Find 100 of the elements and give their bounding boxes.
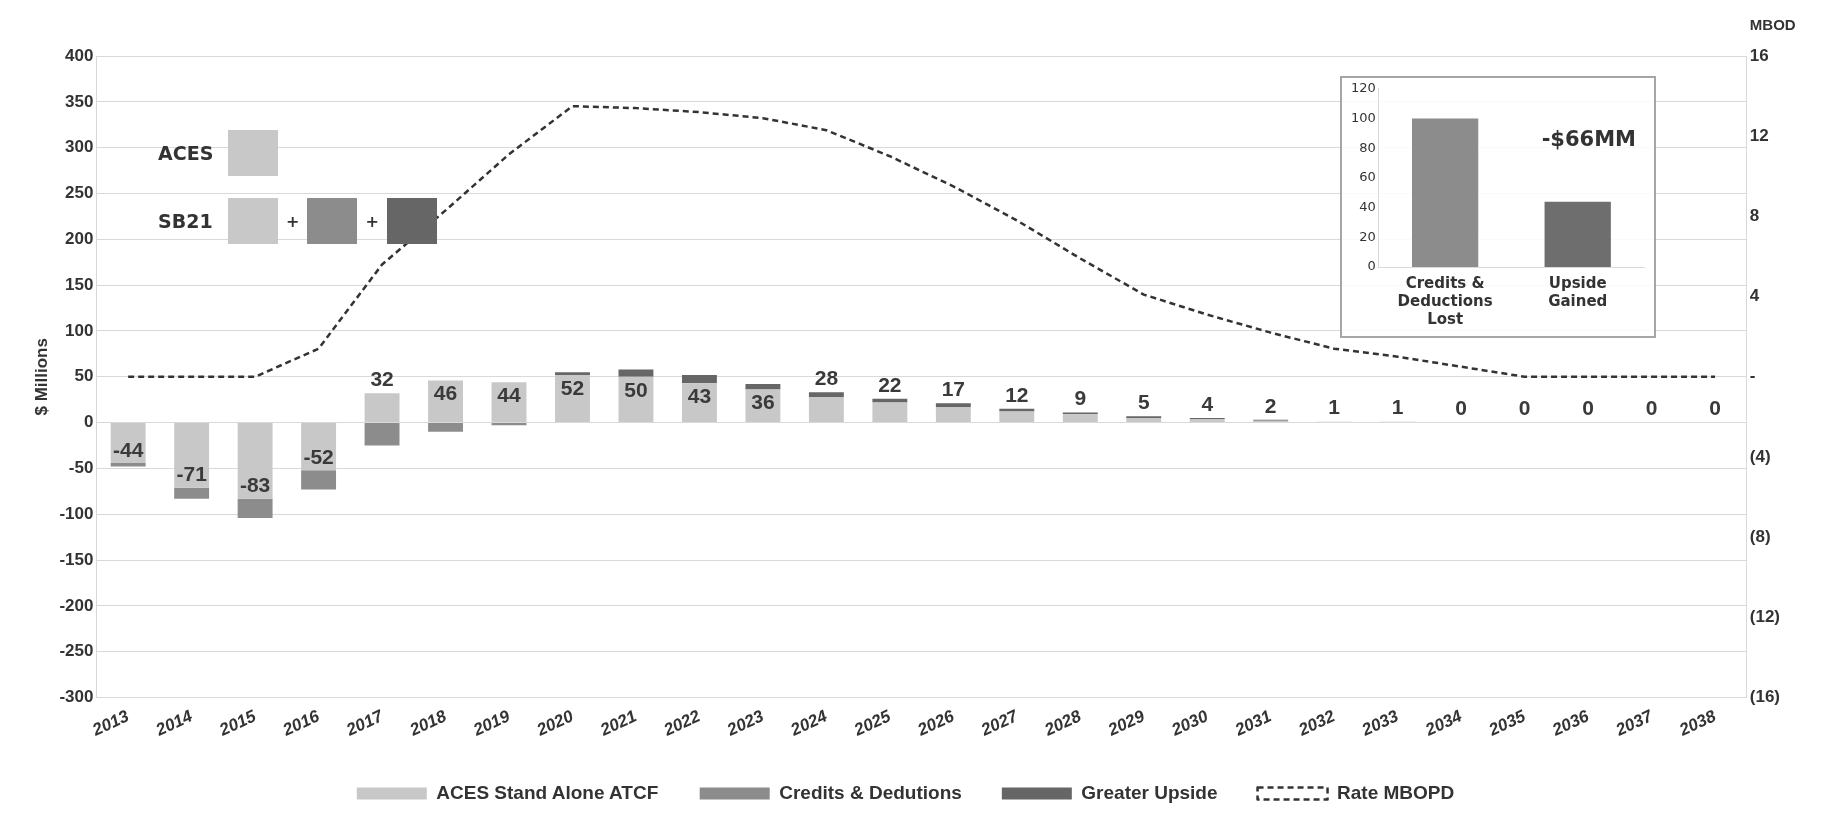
data-label: 44 xyxy=(497,383,522,407)
bar xyxy=(935,407,971,423)
bar xyxy=(301,470,337,490)
data-label: 0 xyxy=(1709,396,1721,420)
y-tick-label: 40 xyxy=(1359,198,1376,214)
y-tick-label: 60 xyxy=(1359,169,1376,185)
x-tick-label: 2035 xyxy=(1485,706,1529,741)
y-tick-label: 350 xyxy=(65,91,94,111)
x-tick-label: 2026 xyxy=(913,706,958,741)
x-tick-label: 2015 xyxy=(215,706,260,741)
x-tick-label: 2025 xyxy=(850,706,895,741)
legend-label: ACES Stand Alone ATCF xyxy=(436,781,659,803)
data-label: 22 xyxy=(878,372,902,396)
x-tick-label: 2033 xyxy=(1358,706,1402,741)
legend-label: Credits & Dedutions xyxy=(779,781,962,803)
x-tick-label: 2029 xyxy=(1104,706,1148,741)
bar xyxy=(237,498,273,518)
y-tick-label: 0 xyxy=(1367,258,1376,274)
bar xyxy=(364,393,400,423)
annotation: -$66MM xyxy=(1541,127,1636,152)
y-axis-title: $ Millions xyxy=(31,338,51,416)
data-label: 4 xyxy=(1201,391,1214,415)
y2-tick-label: (8) xyxy=(1749,526,1771,546)
x-tick-label: 2018 xyxy=(405,706,450,741)
y2-tick-label: 16 xyxy=(1749,45,1769,65)
y2-tick-label: (12) xyxy=(1749,607,1780,627)
bar xyxy=(110,462,146,467)
data-label: 46 xyxy=(433,381,458,405)
y-tick-label: 300 xyxy=(65,137,94,157)
y-tick-label: 120 xyxy=(1350,80,1376,96)
data-label: 0 xyxy=(1645,396,1658,420)
data-label: -83 xyxy=(239,473,271,497)
bar xyxy=(237,423,273,499)
y-tick-label: -250 xyxy=(59,641,94,661)
x-tick-label: Upside Gained xyxy=(1548,273,1608,310)
y-tick-label: -200 xyxy=(59,595,94,615)
x-tick-label: 2022 xyxy=(659,706,704,741)
y-tick-label: -100 xyxy=(59,503,94,523)
legend-label: Greater Upside xyxy=(1081,781,1218,803)
y-tick-label: 80 xyxy=(1359,139,1376,155)
y2-axis-title: MBOD xyxy=(1749,16,1796,34)
data-label: 12 xyxy=(1005,382,1029,406)
data-label: 36 xyxy=(751,390,775,414)
y-tick-label: 100 xyxy=(65,320,94,340)
y2-tick-label: 12 xyxy=(1749,125,1769,145)
y2-tick-label: 4 xyxy=(1749,286,1760,306)
x-tick-label: 2036 xyxy=(1548,706,1593,741)
bar xyxy=(808,396,844,423)
annotation: ACES xyxy=(158,142,215,164)
y2-tick-label: - xyxy=(1749,366,1756,386)
x-tick-label: 2024 xyxy=(786,706,831,741)
y-tick-label: 20 xyxy=(1359,228,1376,244)
y2-tick-label: (16) xyxy=(1749,687,1780,707)
data-label: 0 xyxy=(1518,396,1531,420)
y-tick-label: -300 xyxy=(59,687,94,707)
bar xyxy=(428,423,463,432)
x-tick-label: 2037 xyxy=(1612,705,1657,741)
y-tick-label: 250 xyxy=(65,183,94,203)
data-label: 1 xyxy=(1328,395,1341,419)
bar xyxy=(1062,414,1098,423)
data-label: 2 xyxy=(1264,393,1277,417)
x-tick-label: 2019 xyxy=(469,706,514,741)
data-label: 5 xyxy=(1137,389,1150,413)
bar xyxy=(555,372,590,375)
data-label: 1 xyxy=(1391,395,1404,419)
x-tick-label: 2027 xyxy=(977,705,1022,741)
x-tick-label: 2013 xyxy=(88,706,133,741)
annotation: + xyxy=(286,211,300,231)
bar xyxy=(745,384,781,390)
data-label: 52 xyxy=(560,375,585,399)
x-tick-label: Credits & Deductions Lost xyxy=(1397,273,1493,328)
x-tick-label: 2021 xyxy=(596,706,640,741)
data-label: 9 xyxy=(1074,386,1087,410)
x-tick-label: 2020 xyxy=(532,706,577,741)
data-label: 43 xyxy=(687,383,712,407)
y-tick-label: 50 xyxy=(74,366,94,386)
data-label: 0 xyxy=(1582,396,1594,420)
bar xyxy=(935,403,971,408)
x-tick-label: 2034 xyxy=(1421,706,1466,741)
bar xyxy=(872,402,908,423)
bar xyxy=(808,392,844,397)
x-tick-label: 2030 xyxy=(1167,706,1212,741)
data-label: -52 xyxy=(303,445,334,469)
x-tick-label: 2028 xyxy=(1040,706,1085,741)
data-label: 50 xyxy=(624,377,648,401)
annotation: + xyxy=(365,211,379,231)
y-tick-label: 400 xyxy=(65,45,94,65)
data-label: -44 xyxy=(112,437,144,461)
x-tick-label: 2038 xyxy=(1675,706,1720,741)
data-label: 17 xyxy=(941,377,966,401)
bar xyxy=(999,411,1035,423)
data-label: 0 xyxy=(1455,396,1467,420)
bar xyxy=(174,487,210,499)
y2-tick-label: (4) xyxy=(1749,446,1771,466)
y-tick-label: 0 xyxy=(83,412,94,432)
bar xyxy=(174,423,210,488)
x-tick-label: 2031 xyxy=(1231,706,1275,741)
data-label: -71 xyxy=(176,462,208,486)
x-tick-label: 2017 xyxy=(342,705,388,741)
bar xyxy=(364,423,400,446)
